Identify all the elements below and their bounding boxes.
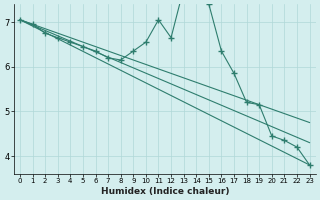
X-axis label: Humidex (Indice chaleur): Humidex (Indice chaleur) <box>100 187 229 196</box>
